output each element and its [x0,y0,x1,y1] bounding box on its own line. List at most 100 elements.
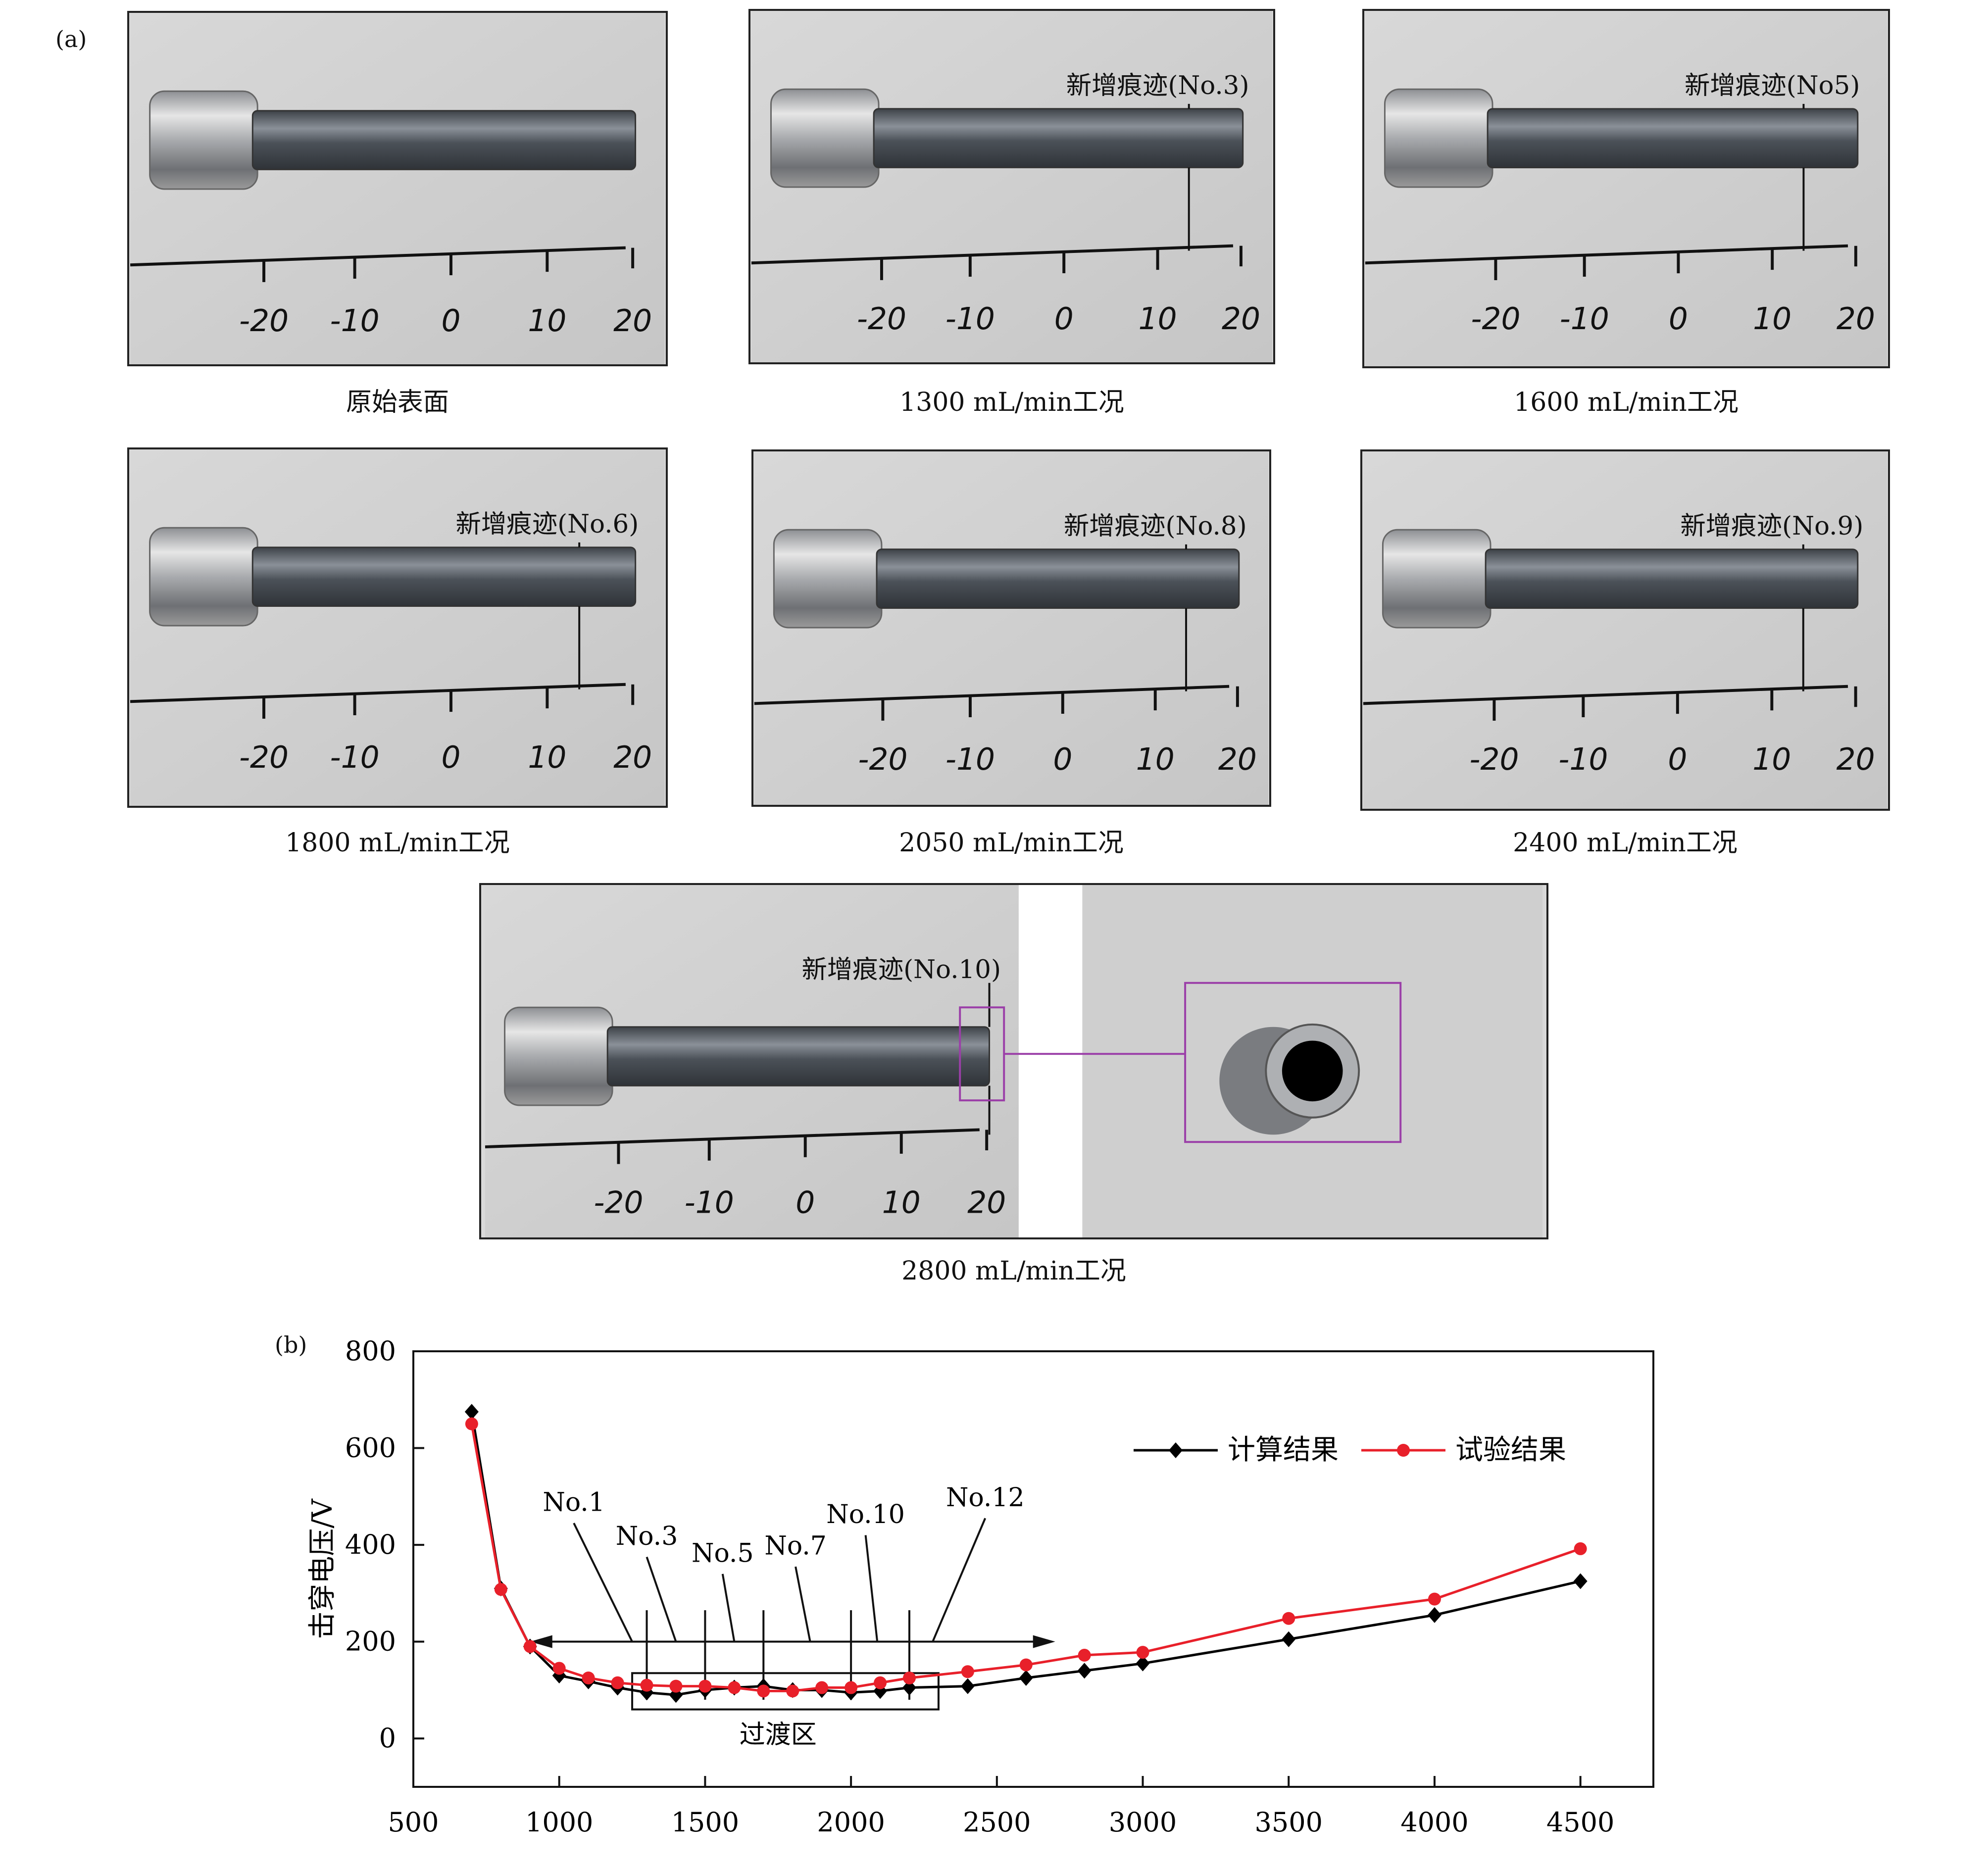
electrode-rod [606,1026,991,1086]
ruler-label: 20 [967,1185,1006,1221]
electrode-rod [251,546,637,607]
data-point [1019,1670,1033,1686]
electrode-rod [873,108,1244,168]
x-tick-label: 3500 [1255,1807,1323,1838]
data-point [465,1417,478,1430]
sample-label: No.10 [826,1500,905,1529]
ruler-label: -20 [857,301,906,337]
y-axis-label: 击穿电压/V [306,1498,339,1639]
data-point [1428,1592,1441,1606]
electrode-rod [876,548,1240,609]
zoom-box [1184,982,1402,1143]
ruler-label: -20 [594,1185,643,1221]
data-point [1136,1655,1150,1672]
photo-image: -20 -10 0 10 20 新增痕迹(No.8) [754,451,1269,805]
damage-annotation: 新增痕迹(No.6) [455,509,639,539]
data-point [845,1681,858,1694]
series-line [470,1411,1581,1696]
data-point [874,1676,887,1689]
data-point [1136,1646,1149,1659]
damage-annotation: 新增痕迹(No.8) [1064,511,1247,541]
data-point [523,1640,537,1653]
data-point [640,1678,653,1692]
photo-caption: 2800 mL/min工况 [901,1256,1126,1286]
ruler-label: 0 [442,740,461,775]
data-point [464,1404,479,1420]
ruler-label: -20 [858,742,907,777]
data-point [1282,1631,1296,1647]
ruler-label: -20 [1469,742,1519,777]
photo-panel-1: -20 -10 0 10 20 [127,11,668,366]
ruler-label: 20 [1218,742,1257,777]
x-tick-label: 2500 [963,1807,1031,1838]
damage-annotation: 新增痕迹(No.10) [801,955,1001,985]
photo-image: -20 -10 0 10 20 新增痕迹(No5) [1365,11,1888,366]
photo-image: -20 -10 0 10 20 新增痕迹(No.3) [751,11,1273,362]
ruler-label: -10 [685,1185,734,1221]
ruler-label: 20 [613,303,652,339]
data-point [786,1684,799,1698]
photo-panel-2: -20 -10 0 10 20 新增痕迹(No.3) [748,9,1275,364]
data-point [961,1665,974,1678]
photo-panel-6: -20 -10 0 10 20 新增痕迹(No.9) [1360,449,1890,811]
data-point [611,1676,624,1689]
data-point [669,1679,683,1693]
data-point [903,1672,916,1684]
data-point [815,1681,829,1694]
ruler-label: 10 [528,303,566,339]
sample-label: No.1 [543,1488,605,1518]
ruler-label: -10 [1560,301,1609,337]
ruler-label: 10 [528,740,566,775]
photo-caption: 2400 mL/min工况 [1513,828,1738,858]
electrode-rod [251,110,637,170]
data-point [1019,1658,1033,1672]
ruler-label: 0 [1668,742,1687,777]
ruler-label: 0 [1054,301,1074,337]
ruler-label: -10 [945,742,995,777]
ruler-label: 10 [1139,301,1177,337]
ruler-label: 0 [1669,301,1688,337]
data-point [757,1684,770,1698]
transition-region-label: 过渡区 [740,1720,817,1750]
damage-annotation: 新增痕迹(No.3) [1066,71,1249,100]
plot-frame [412,1350,1654,1788]
sample-label: No.7 [764,1531,827,1561]
photo-panel-3: -20 -10 0 10 20 新增痕迹(No5) [1362,9,1890,368]
ruler-label: -10 [945,301,995,337]
ruler-label: -10 [1558,742,1608,777]
y-tick-label: 800 [345,1335,396,1367]
photo-panel-4: -20 -10 0 10 20 新增痕迹(No.6) [127,447,668,808]
ruler-label: 20 [1222,301,1260,337]
photo-caption: 1800 mL/min工况 [285,828,510,858]
data-point [960,1678,975,1694]
data-point [902,1679,916,1696]
ruler-label: -10 [330,740,380,775]
data-point [728,1681,741,1694]
photo-caption: 1300 mL/min工况 [899,388,1124,417]
x-tick-label: 4000 [1400,1807,1468,1838]
y-tick-label: 400 [345,1529,396,1560]
photo-panel-7: -20 -10 0 10 20 新增痕迹(No.10) [479,883,1548,1239]
data-point [1573,1573,1588,1589]
electrode-rod [1485,548,1859,609]
data-point [1574,1542,1587,1555]
data-point [1078,1649,1091,1662]
x-tick-label: 500 [388,1807,439,1838]
series-line [470,1424,1581,1692]
data-point [1077,1663,1092,1679]
legend-entry: 计算结果 [1228,1434,1339,1466]
data-point [698,1679,712,1693]
photo-image: -20 -10 0 10 20 新增痕迹(No.6) [130,449,665,806]
x-tick-label: 1500 [671,1807,739,1838]
data-point [1282,1612,1295,1625]
photo-panel-5: -20 -10 0 10 20 新增痕迹(No.8) [751,449,1271,807]
ruler-label: 20 [1837,301,1875,337]
photo-caption: 1600 mL/min工况 [1514,388,1739,417]
panel-b-label: (b) [275,1331,307,1358]
ruler-label: 20 [1837,742,1875,777]
ruler-label: 10 [1136,742,1175,777]
sample-label: No.3 [616,1522,678,1551]
data-point [582,1672,595,1684]
photo-image: -20 -10 0 10 20 [130,13,665,364]
